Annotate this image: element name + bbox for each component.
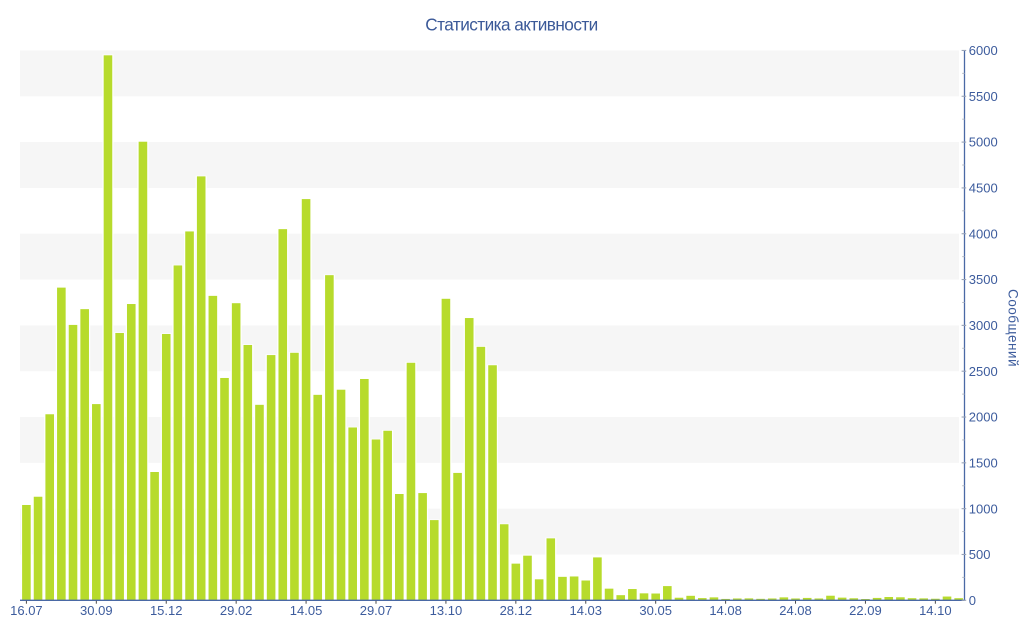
svg-text:29.02: 29.02 bbox=[220, 603, 253, 618]
svg-text:29.07: 29.07 bbox=[360, 603, 393, 618]
svg-text:5500: 5500 bbox=[969, 89, 998, 104]
svg-text:14.10: 14.10 bbox=[919, 603, 952, 618]
svg-text:2000: 2000 bbox=[969, 410, 998, 425]
svg-text:13.10: 13.10 bbox=[430, 603, 463, 618]
svg-text:Статистика активности: Статистика активности bbox=[425, 15, 598, 35]
svg-text:Сообщений: Сообщений bbox=[1006, 289, 1021, 367]
svg-text:24.08: 24.08 bbox=[779, 603, 812, 618]
svg-text:4500: 4500 bbox=[969, 181, 998, 196]
svg-text:6000: 6000 bbox=[969, 43, 998, 58]
svg-text:30.05: 30.05 bbox=[639, 603, 672, 618]
svg-text:14.08: 14.08 bbox=[709, 603, 742, 618]
svg-text:1000: 1000 bbox=[969, 501, 998, 516]
svg-text:1500: 1500 bbox=[969, 455, 998, 470]
svg-text:2500: 2500 bbox=[969, 364, 998, 379]
svg-text:5000: 5000 bbox=[969, 135, 998, 150]
svg-text:4000: 4000 bbox=[969, 226, 998, 241]
svg-text:14.03: 14.03 bbox=[569, 603, 602, 618]
svg-text:0: 0 bbox=[969, 593, 976, 608]
svg-text:28.12: 28.12 bbox=[500, 603, 533, 618]
svg-text:22.09: 22.09 bbox=[849, 603, 882, 618]
svg-text:14.05: 14.05 bbox=[290, 603, 323, 618]
svg-text:3500: 3500 bbox=[969, 272, 998, 287]
svg-text:15.12: 15.12 bbox=[150, 603, 183, 618]
svg-text:16.07: 16.07 bbox=[10, 603, 43, 618]
svg-text:30.09: 30.09 bbox=[80, 603, 113, 618]
svg-text:500: 500 bbox=[969, 547, 991, 562]
svg-text:3000: 3000 bbox=[969, 318, 998, 333]
